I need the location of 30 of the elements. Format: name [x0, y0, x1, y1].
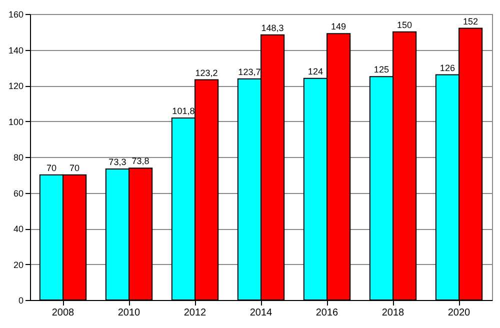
- data-label: 125: [374, 64, 389, 75]
- y-tick-label: 60: [13, 188, 24, 198]
- x-tick-label: 2012: [184, 308, 207, 318]
- data-label: 101,8: [172, 106, 195, 116]
- y-tick-label: 160: [8, 10, 24, 20]
- y-tick-label: 20: [13, 260, 24, 270]
- data-label: 126: [440, 62, 455, 73]
- x-tick-label: 2008: [52, 308, 75, 318]
- y-tick-label: 0: [18, 296, 24, 306]
- x-tick-label: 2014: [250, 308, 273, 318]
- data-label: 124: [308, 66, 323, 76]
- data-label: 70: [70, 162, 80, 173]
- data-label: 150: [397, 20, 412, 30]
- data-label: 73,8: [132, 156, 150, 166]
- data-label: 123,2: [195, 68, 218, 78]
- x-tick-label: 2020: [448, 308, 471, 318]
- data-label: 148,3: [261, 22, 284, 33]
- data-label: 70: [46, 162, 56, 173]
- x-tick-label: 2016: [316, 308, 339, 318]
- y-tick-label: 40: [13, 224, 24, 234]
- data-label: 149: [331, 22, 346, 32]
- data-label: 123,7: [238, 66, 261, 77]
- y-tick-label: 80: [13, 152, 24, 162]
- x-tick-label: 2010: [118, 308, 141, 318]
- x-tick-label: 2018: [382, 308, 405, 318]
- y-tick-label: 120: [8, 81, 24, 91]
- y-tick-label: 100: [8, 116, 24, 127]
- y-tick-label: 140: [8, 45, 24, 56]
- data-label: 73,3: [108, 156, 126, 167]
- data-label: 152: [463, 16, 478, 26]
